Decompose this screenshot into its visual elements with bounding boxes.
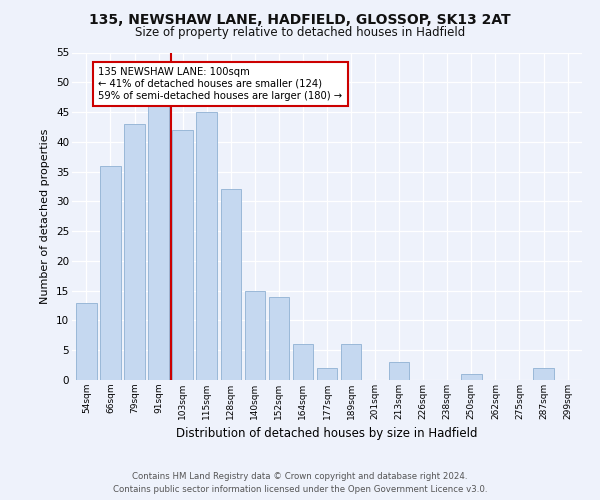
Y-axis label: Number of detached properties: Number of detached properties: [40, 128, 50, 304]
Bar: [461, 374, 482, 380]
Bar: [76, 302, 97, 380]
Bar: [389, 362, 409, 380]
Text: Size of property relative to detached houses in Hadfield: Size of property relative to detached ho…: [135, 26, 465, 39]
Bar: [269, 296, 289, 380]
Bar: [533, 368, 554, 380]
Bar: [172, 130, 193, 380]
Text: 135, NEWSHAW LANE, HADFIELD, GLOSSOP, SK13 2AT: 135, NEWSHAW LANE, HADFIELD, GLOSSOP, SK…: [89, 12, 511, 26]
Bar: [341, 344, 361, 380]
Bar: [148, 106, 169, 380]
Text: Contains HM Land Registry data © Crown copyright and database right 2024.
Contai: Contains HM Land Registry data © Crown c…: [113, 472, 487, 494]
Bar: [293, 344, 313, 380]
Bar: [124, 124, 145, 380]
Bar: [317, 368, 337, 380]
Bar: [221, 190, 241, 380]
Bar: [100, 166, 121, 380]
Bar: [196, 112, 217, 380]
Bar: [245, 290, 265, 380]
Text: 135 NEWSHAW LANE: 100sqm
← 41% of detached houses are smaller (124)
59% of semi-: 135 NEWSHAW LANE: 100sqm ← 41% of detach…: [98, 68, 343, 100]
X-axis label: Distribution of detached houses by size in Hadfield: Distribution of detached houses by size …: [176, 428, 478, 440]
